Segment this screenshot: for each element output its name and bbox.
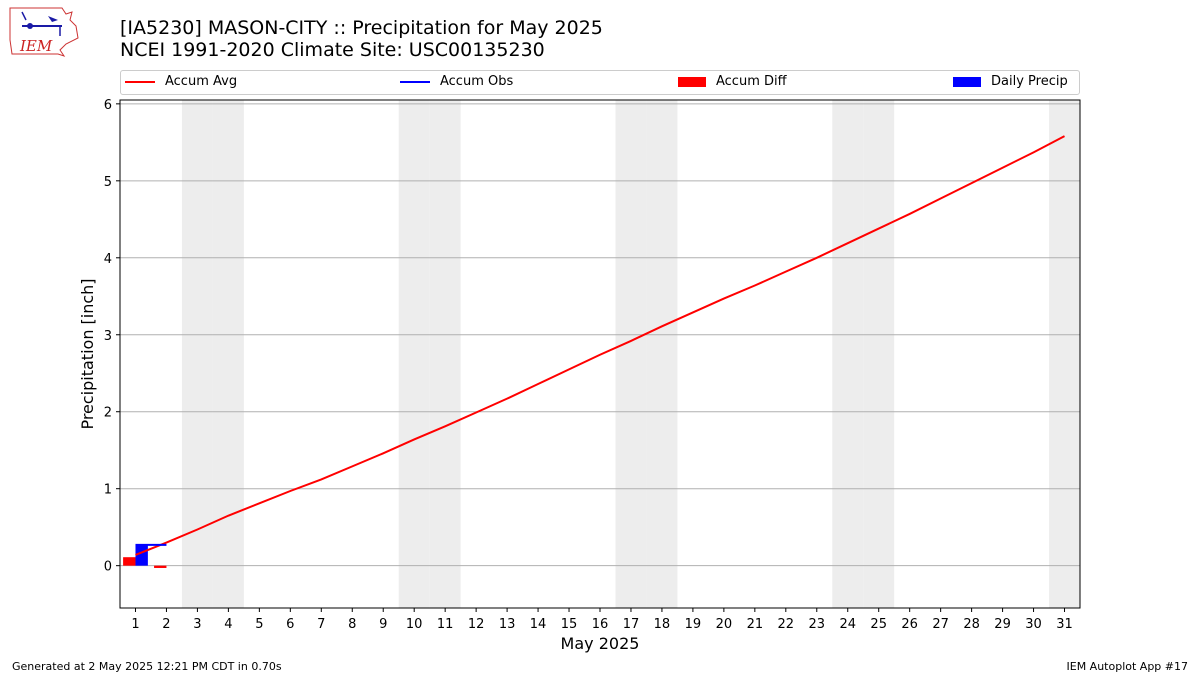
y-tick-label-1: 1 — [104, 483, 112, 498]
weekend-shade-24 — [832, 100, 864, 608]
legend-swatch-accum-avg — [125, 80, 155, 83]
y-axis-label: Precipitation [inch] — [78, 278, 97, 429]
x-tick-label-18: 18 — [654, 617, 671, 632]
x-tick-label-7: 7 — [317, 617, 325, 632]
legend-accum-avg: Accum Avg — [125, 74, 237, 89]
x-tick-label-11: 11 — [437, 617, 454, 632]
legend-label-accum-obs: Accum Obs — [440, 74, 514, 89]
accum-diff-bar-2 — [154, 565, 167, 568]
legend-daily-precip: Daily Precip — [953, 74, 1068, 89]
x-tick-label-25: 25 — [870, 617, 887, 632]
weekend-shade-18 — [646, 100, 678, 608]
weekend-shade-11 — [429, 100, 461, 608]
x-tick-label-26: 26 — [901, 617, 918, 632]
bars — [123, 544, 167, 568]
legend-swatch-accum-obs — [400, 80, 430, 83]
logo-text: IEM — [19, 37, 53, 55]
y-tick-label-6: 6 — [104, 98, 112, 113]
legend-label-accum-avg: Accum Avg — [165, 74, 238, 89]
y-tick-label-2: 2 — [104, 406, 112, 421]
accum-avg-line — [135, 135, 1065, 556]
x-tick-label-10: 10 — [406, 617, 423, 632]
weekend-shade-10 — [398, 100, 430, 608]
y-ticks: 0 1 2 3 4 5 6 — [104, 98, 120, 575]
legend-swatch-daily-precip — [953, 76, 981, 87]
x-tick-label-23: 23 — [809, 617, 826, 632]
x-tick-label-20: 20 — [716, 617, 733, 632]
iem-logo: IEM — [9, 7, 79, 57]
weekend-shading — [181, 100, 1080, 608]
x-tick-label-13: 13 — [499, 617, 516, 632]
legend-swatch-accum-diff — [678, 76, 706, 87]
x-tick-label-16: 16 — [592, 617, 609, 632]
y-tick-label-3: 3 — [104, 329, 112, 344]
legend: Accum Avg Accum Obs Accum Diff Daily Pre… — [120, 70, 1080, 95]
weekend-shade-31 — [1049, 100, 1080, 608]
x-tick-label-1: 1 — [131, 617, 139, 632]
y-tick-label-4: 4 — [104, 252, 112, 267]
legend-accum-obs: Accum Obs — [400, 74, 513, 89]
weekend-shade-17 — [615, 100, 647, 608]
weekend-shade-4 — [212, 100, 244, 608]
x-tick-label-17: 17 — [623, 617, 640, 632]
footer-generated: Generated at 2 May 2025 12:21 PM CDT in … — [12, 660, 282, 673]
x-tick-label-27: 27 — [932, 617, 949, 632]
x-tick-label-9: 9 — [379, 617, 387, 632]
x-tick-label-5: 5 — [255, 617, 263, 632]
x-tick-label-6: 6 — [286, 617, 294, 632]
y-tick-label-0: 0 — [104, 560, 112, 575]
x-tick-label-28: 28 — [963, 617, 980, 632]
chart-subtitle: NCEI 1991-2020 Climate Site: USC00135230 — [120, 39, 545, 61]
x-ticks: 1 2 3 4 5 6 7 8 9 10 11 12 13 14 15 16 17 18 19 20 21 22 23 24 2… — [131, 608, 1073, 632]
x-tick-label-22: 22 — [778, 617, 795, 632]
legend-label-daily-precip: Daily Precip — [991, 74, 1068, 89]
x-tick-label-30: 30 — [1025, 617, 1042, 632]
gridlines — [120, 103, 1080, 567]
x-tick-label-24: 24 — [839, 617, 856, 632]
x-tick-label-14: 14 — [530, 617, 547, 632]
x-tick-label-19: 19 — [685, 617, 702, 632]
x-tick-label-29: 29 — [994, 617, 1011, 632]
accum-diff-bar-1 — [123, 557, 136, 566]
chart-title: [IA5230] MASON-CITY :: Precipitation for… — [120, 17, 603, 39]
y-tick-label-5: 5 — [104, 175, 112, 190]
x-tick-label-21: 21 — [747, 617, 764, 632]
x-tick-label-12: 12 — [468, 617, 485, 632]
legend-accum-diff: Accum Diff — [678, 74, 787, 89]
weekend-shade-3 — [181, 100, 213, 608]
x-tick-label-31: 31 — [1056, 617, 1073, 632]
footer-app: IEM Autoplot App #17 — [1066, 660, 1189, 673]
x-tick-label-8: 8 — [348, 617, 356, 632]
daily-precip-bar-1 — [135, 544, 148, 566]
x-tick-label-2: 2 — [162, 617, 170, 632]
legend-label-accum-diff: Accum Diff — [716, 74, 787, 89]
lines — [135, 135, 1065, 556]
x-tick-label-15: 15 — [561, 617, 578, 632]
weekend-shade-25 — [863, 100, 895, 608]
x-tick-label-4: 4 — [224, 617, 232, 632]
x-axis-label: May 2025 — [561, 634, 640, 653]
x-tick-label-3: 3 — [193, 617, 201, 632]
